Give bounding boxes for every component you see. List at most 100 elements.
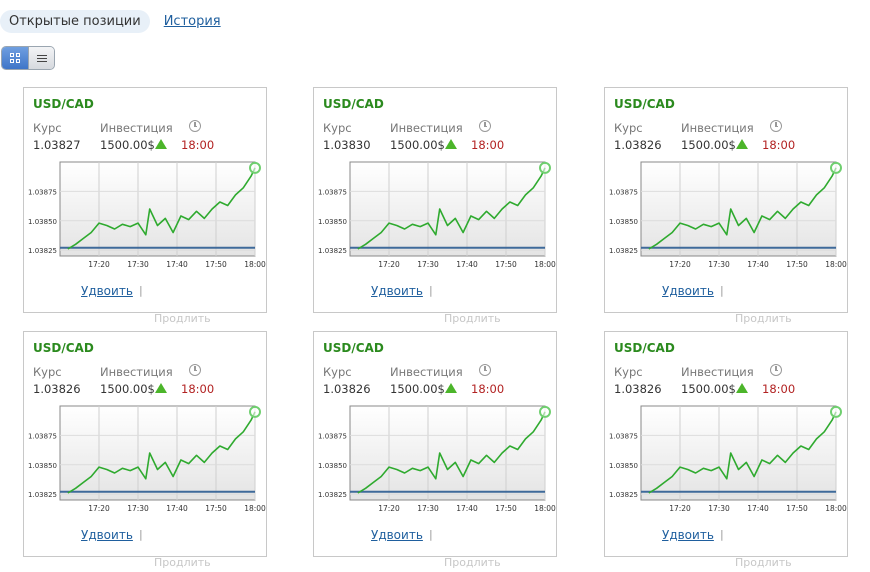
- grid-view-icon: [10, 53, 20, 63]
- x-tick-label: 17:50: [495, 260, 517, 269]
- current-price-marker: [539, 405, 551, 418]
- price-chart: 17:20 17:30 17:40 17:50 18:00 1.03875 1.03850 1…: [318, 405, 556, 513]
- x-tick-label: 17:20: [378, 260, 400, 269]
- x-tick-label: 17:30: [127, 504, 149, 513]
- position-card: USD/CAD Курс Инвестиция 1.03826 1500.00$ 18:0…: [604, 87, 848, 325]
- rate-value: 1.03827: [33, 138, 81, 152]
- investment-value: 1500.00$: [100, 382, 155, 396]
- y-tick-label: 1.03825: [609, 247, 638, 255]
- rate-value: 1.03830: [323, 138, 371, 152]
- double-button[interactable]: Удвоить: [371, 528, 423, 542]
- current-price-marker: [249, 161, 261, 174]
- investment-label: Инвестиция: [681, 121, 754, 135]
- rate-label: Курс: [33, 365, 62, 379]
- price-chart: 17:20 17:30 17:40 17:50 18:00 1.03875 1.03850 1…: [609, 161, 847, 269]
- position-card: USD/CAD Курс Инвестиция 1.03826 1500.00$ 18:0…: [604, 331, 848, 569]
- currency-pair: USD/CAD: [614, 97, 675, 111]
- extend-button: Продлить: [444, 312, 501, 325]
- x-tick-label: 17:40: [456, 504, 478, 513]
- price-line: [357, 411, 546, 494]
- list-view-button[interactable]: [28, 47, 54, 69]
- double-button[interactable]: Удвоить: [371, 284, 423, 298]
- position-card: USD/CAD Курс Инвестиция 1.03830 1500.00$ 18:0…: [313, 87, 557, 325]
- price-chart: 17:20 17:30 17:40 17:50 18:00 1.03875 1.03850 1…: [28, 405, 266, 513]
- extend-button: Продлить: [154, 312, 211, 325]
- current-price-marker: [830, 161, 842, 174]
- x-tick-label: 17:40: [166, 504, 188, 513]
- x-tick-label: 17:50: [205, 504, 227, 513]
- position-card: USD/CAD Курс Инвестиция 1.03827 1500.00$ 18:0…: [23, 87, 267, 325]
- price-chart: 17:20 17:30 17:40 17:50 18:00 1.03875 1.03850 1…: [609, 405, 847, 513]
- x-tick-label: 17:20: [378, 504, 400, 513]
- currency-pair: USD/CAD: [614, 341, 675, 355]
- price-line: [67, 411, 256, 494]
- price-line: [357, 167, 546, 250]
- clock-icon: [479, 120, 491, 132]
- x-tick-label: 17:20: [88, 504, 110, 513]
- rate-value: 1.03826: [33, 382, 81, 396]
- investment-value: 1500.00$: [390, 382, 445, 396]
- view-toggle: [1, 46, 55, 70]
- y-tick-label: 1.03875: [318, 432, 347, 440]
- current-price-marker: [830, 405, 842, 418]
- double-button[interactable]: Удвоить: [662, 528, 714, 542]
- x-tick-label: 17:50: [205, 260, 227, 269]
- rate-label: Курс: [323, 121, 352, 135]
- investment-value: 1500.00$: [681, 382, 736, 396]
- double-button[interactable]: Удвоить: [81, 528, 133, 542]
- chart-plot-area: [59, 405, 256, 501]
- arrow-up-icon: [736, 139, 748, 149]
- arrow-up-icon: [155, 383, 167, 393]
- investment-label: Инвестиция: [390, 365, 463, 379]
- arrow-up-icon: [155, 139, 167, 149]
- x-tick-label: 18:00: [534, 260, 556, 269]
- y-tick-label: 1.03875: [28, 432, 57, 440]
- chart-plot-area: [349, 405, 546, 501]
- investment-value: 1500.00$: [100, 138, 155, 152]
- rate-label: Курс: [323, 365, 352, 379]
- grid-view-button[interactable]: [2, 47, 28, 69]
- x-tick-label: 18:00: [825, 260, 847, 269]
- x-tick-label: 17:30: [708, 504, 730, 513]
- rate-value: 1.03826: [323, 382, 371, 396]
- expiry-time: 18:00: [181, 382, 215, 396]
- x-tick-label: 18:00: [825, 504, 847, 513]
- separator: |: [720, 528, 724, 541]
- investment-label: Инвестиция: [100, 121, 173, 135]
- currency-pair: USD/CAD: [323, 341, 384, 355]
- x-tick-label: 17:40: [166, 260, 188, 269]
- investment-label: Инвестиция: [390, 121, 463, 135]
- arrow-up-icon: [445, 139, 457, 149]
- x-tick-label: 17:40: [747, 504, 769, 513]
- investment-label: Инвестиция: [100, 365, 173, 379]
- tab-history[interactable]: История: [163, 13, 221, 29]
- price-chart: 17:20 17:30 17:40 17:50 18:00 1.03875 1.03850 1…: [318, 161, 556, 269]
- extend-button: Продлить: [154, 556, 211, 569]
- rate-value: 1.03826: [614, 138, 662, 152]
- x-tick-label: 17:20: [669, 260, 691, 269]
- x-tick-label: 17:30: [417, 504, 439, 513]
- chart-plot-area: [640, 161, 837, 257]
- double-button[interactable]: Удвоить: [81, 284, 133, 298]
- tab-open-positions[interactable]: Открытые позиции: [0, 9, 150, 33]
- separator: |: [139, 284, 143, 297]
- x-tick-label: 17:50: [786, 504, 808, 513]
- y-tick-label: 1.03850: [609, 462, 638, 470]
- double-button[interactable]: Удвоить: [662, 284, 714, 298]
- clock-icon: [189, 120, 201, 132]
- x-tick-label: 18:00: [244, 504, 266, 513]
- price-line: [67, 167, 256, 250]
- investment-value: 1500.00$: [390, 138, 445, 152]
- expiry-time: 18:00: [762, 138, 796, 152]
- arrow-up-icon: [736, 383, 748, 393]
- extend-button: Продлить: [444, 556, 501, 569]
- currency-pair: USD/CAD: [323, 97, 384, 111]
- clock-icon: [770, 364, 782, 376]
- x-tick-label: 17:40: [747, 260, 769, 269]
- investment-value: 1500.00$: [681, 138, 736, 152]
- investment-label: Инвестиция: [681, 365, 754, 379]
- clock-icon: [189, 364, 201, 376]
- tabs-bar: Открытые позиции История: [0, 8, 221, 34]
- rate-label: Курс: [614, 365, 643, 379]
- y-tick-label: 1.03850: [318, 462, 347, 470]
